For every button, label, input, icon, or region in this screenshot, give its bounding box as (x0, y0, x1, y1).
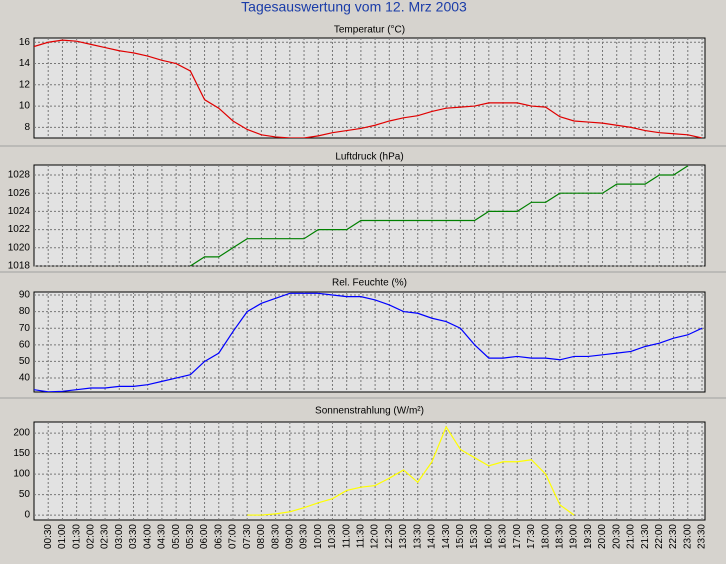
x-tick-label: 05:00 (171, 524, 182, 549)
x-tick-label: 01:00 (57, 524, 68, 549)
x-tick-label: 17:00 (512, 524, 523, 549)
y-tick-label: 10 (19, 101, 31, 112)
x-tick-label: 16:30 (498, 524, 509, 549)
y-tick-label: 12 (19, 79, 31, 90)
x-tick-label: 10:00 (313, 524, 324, 549)
x-tick-label: 04:30 (157, 524, 168, 549)
x-tick-label: 07:00 (228, 524, 239, 549)
y-tick-label: 40 (19, 373, 31, 384)
x-tick-label: 16:00 (483, 524, 494, 549)
x-tick-label: 14:30 (441, 524, 452, 549)
plot-area (33, 291, 706, 393)
x-tick-label: 12:30 (384, 524, 395, 549)
x-tick-label: 09:30 (299, 524, 310, 549)
x-tick-label: 00:30 (43, 524, 54, 549)
x-tick-label: 13:30 (412, 524, 423, 549)
y-tick-label: 16 (19, 37, 31, 48)
data-line (34, 292, 703, 392)
x-tick-label: 21:00 (626, 524, 637, 549)
panel-title: Luftdruck (hPa) (335, 152, 403, 163)
x-tick-label: 23:30 (697, 524, 708, 549)
x-tick-label: 10:30 (327, 524, 338, 549)
plot-area (33, 421, 706, 521)
x-tick-label: 11:00 (341, 524, 352, 549)
x-tick-label: 03:00 (114, 524, 125, 549)
y-tick-label: 150 (13, 448, 30, 459)
y-tick-label: 60 (19, 339, 31, 350)
x-tick-label: 19:30 (583, 524, 594, 549)
x-tick-label: 09:00 (284, 524, 295, 549)
data-line (247, 425, 575, 516)
y-tick-label: 0 (24, 510, 30, 521)
y-tick-label: 1020 (8, 242, 31, 253)
plot-area (33, 37, 706, 139)
y-tick-label: 1018 (8, 261, 31, 272)
x-tick-label: 04:00 (142, 524, 153, 549)
y-tick-label: 100 (13, 469, 30, 480)
x-tick-label: 17:30 (526, 524, 537, 549)
x-tick-label: 23:00 (682, 524, 693, 549)
x-tick-label: 05:30 (185, 524, 196, 549)
x-tick-label: 02:00 (85, 524, 96, 549)
x-tick-label: 18:00 (540, 524, 551, 549)
y-tick-label: 1022 (8, 224, 31, 235)
x-tick-label: 20:00 (597, 524, 608, 549)
panel-title: Sonnenstrahlung (W/m²) (315, 406, 424, 417)
page-title: Tagesauswertung vom 12. Mrz 2003 (241, 0, 467, 15)
data-line (190, 165, 689, 266)
y-tick-label: 200 (13, 428, 30, 439)
x-tick-label: 22:30 (668, 524, 679, 549)
y-tick-label: 50 (19, 356, 31, 367)
y-tick-label: 90 (19, 290, 31, 301)
panel-title: Rel. Feuchte (%) (332, 278, 407, 289)
x-tick-label: 20:30 (611, 524, 622, 549)
x-tick-label: 08:30 (270, 524, 281, 549)
x-tick-label: 22:00 (654, 524, 665, 549)
y-tick-label: 1024 (8, 206, 31, 217)
x-tick-label: 11:30 (356, 524, 367, 549)
x-tick-label: 13:00 (398, 524, 409, 549)
y-tick-label: 14 (19, 58, 31, 69)
x-tick-label: 15:00 (455, 524, 466, 549)
x-tick-label: 08:00 (256, 524, 267, 549)
panel-title: Temperatur (°C) (334, 25, 405, 36)
x-tick-label: 19:00 (569, 524, 580, 549)
y-tick-label: 8 (24, 122, 30, 133)
y-tick-label: 1028 (8, 170, 31, 181)
y-tick-label: 70 (19, 323, 31, 334)
x-tick-label: 02:30 (100, 524, 111, 549)
x-tick-label: 18:30 (555, 524, 566, 549)
x-tick-label: 15:30 (469, 524, 480, 549)
x-tick-label: 07:30 (242, 524, 253, 549)
data-line (34, 39, 703, 138)
y-tick-label: 1026 (8, 188, 31, 199)
x-tick-label: 14:00 (427, 524, 438, 549)
x-tick-label: 06:30 (213, 524, 224, 549)
y-tick-label: 80 (19, 306, 31, 317)
x-tick-label: 01:30 (71, 524, 82, 549)
x-tick-label: 03:30 (128, 524, 139, 549)
y-tick-label: 50 (19, 489, 31, 500)
x-tick-label: 06:00 (199, 524, 210, 549)
x-tick-label: 12:00 (370, 524, 381, 549)
plot-area (33, 164, 706, 267)
x-tick-label: 21:30 (640, 524, 651, 549)
